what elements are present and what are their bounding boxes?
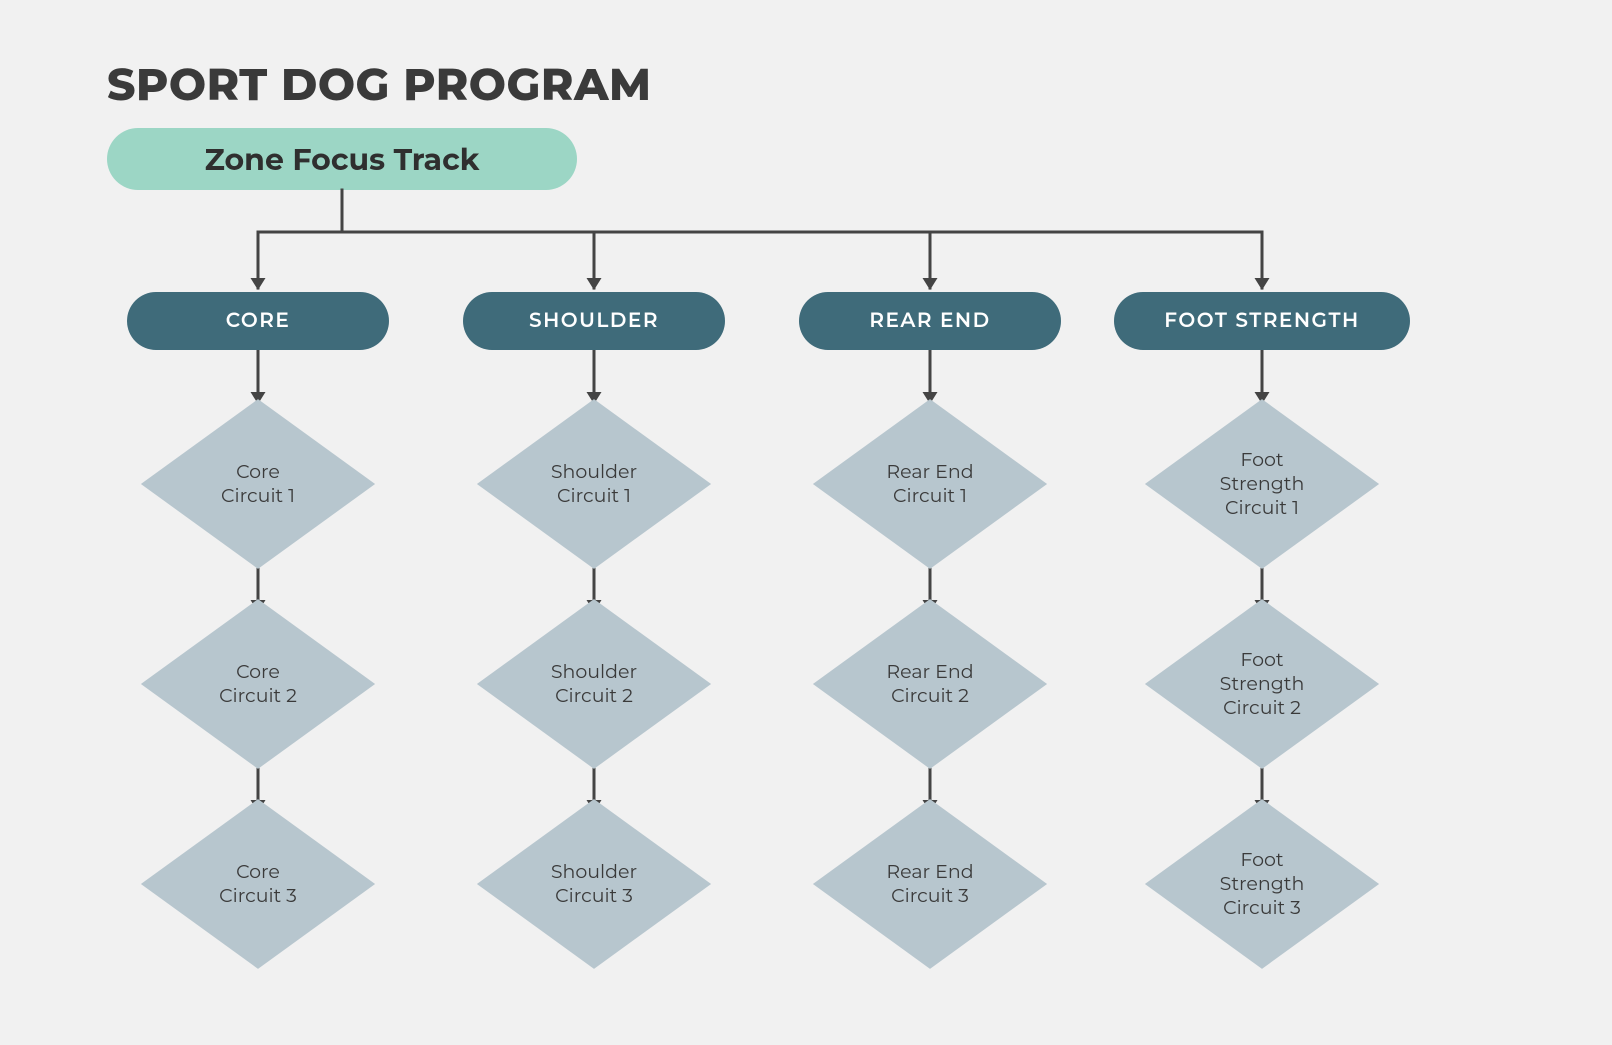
circuit-label: Rear End Circuit 3 [886, 860, 973, 908]
zone-button: CORE [127, 292, 389, 350]
circuit-node: Core Circuit 1 [138, 398, 378, 571]
zone-button-label: SHOULDER [529, 309, 659, 333]
circuit-node: Core Circuit 2 [138, 598, 378, 771]
circuit-node: Shoulder Circuit 2 [474, 598, 714, 771]
circuit-node: Rear End Circuit 3 [810, 798, 1050, 971]
zone-button-label: FOOT STRENGTH [1164, 309, 1359, 333]
zone-button: SHOULDER [463, 292, 725, 350]
circuit-label: Foot Strength Circuit 1 [1220, 448, 1305, 519]
circuit-label: Shoulder Circuit 2 [551, 660, 637, 708]
zone-button: REAR END [799, 292, 1061, 350]
circuit-node: Shoulder Circuit 1 [474, 398, 714, 571]
circuit-label: Core Circuit 3 [219, 860, 297, 908]
circuit-label: Foot Strength Circuit 3 [1220, 848, 1305, 919]
page-title: SPORT DOG PROGRAM [107, 58, 652, 112]
circuit-node: Foot Strength Circuit 1 [1142, 398, 1382, 571]
circuit-node: Rear End Circuit 2 [810, 598, 1050, 771]
circuit-label: Core Circuit 1 [221, 460, 295, 508]
circuit-node: Shoulder Circuit 3 [474, 798, 714, 971]
zone-button: FOOT STRENGTH [1114, 292, 1410, 350]
zone-focus-track-pill: Zone Focus Track [107, 128, 577, 190]
circuit-label: Shoulder Circuit 1 [551, 460, 637, 508]
circuit-node: Rear End Circuit 1 [810, 398, 1050, 571]
zone-button-label: CORE [226, 309, 291, 333]
circuit-label: Rear End Circuit 2 [886, 660, 973, 708]
circuit-label: Core Circuit 2 [219, 660, 297, 708]
circuit-label: Shoulder Circuit 3 [551, 860, 637, 908]
zone-button-label: REAR END [869, 309, 990, 333]
circuit-node: Foot Strength Circuit 2 [1142, 598, 1382, 771]
zone-focus-track-label: Zone Focus Track [205, 141, 480, 178]
circuit-node: Foot Strength Circuit 3 [1142, 798, 1382, 971]
circuit-label: Rear End Circuit 1 [886, 460, 973, 508]
circuit-label: Foot Strength Circuit 2 [1220, 648, 1305, 719]
circuit-node: Core Circuit 3 [138, 798, 378, 971]
